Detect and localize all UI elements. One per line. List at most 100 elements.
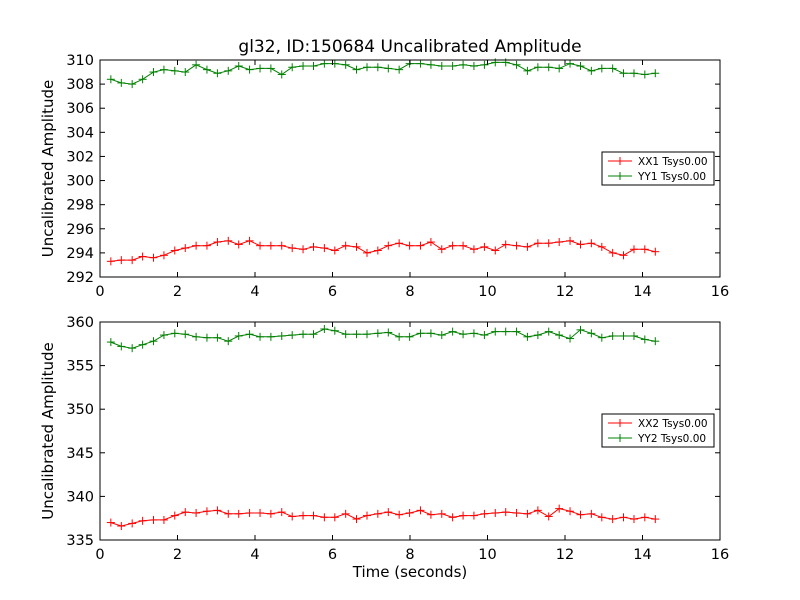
y-tick-label: 350 <box>66 402 94 418</box>
data-point <box>608 64 617 73</box>
data-point <box>437 62 446 71</box>
series-line <box>110 508 656 527</box>
data-point <box>362 248 371 257</box>
data-point <box>373 246 382 255</box>
data-point <box>192 241 201 250</box>
data-point <box>544 239 553 248</box>
data-point <box>469 245 478 254</box>
data-point <box>330 246 339 255</box>
plot-panel-2: 0 2 4 6 8 10 12 14 16 335 340 345 350 355 360 Uncalibra… <box>39 315 729 581</box>
data-point <box>395 239 404 248</box>
data-point <box>245 236 254 245</box>
data-point <box>149 337 158 346</box>
data-point <box>416 241 425 250</box>
series-2-1 <box>106 504 660 531</box>
data-point <box>491 327 500 336</box>
data-point <box>459 241 468 250</box>
data-point <box>213 333 222 342</box>
data-point <box>544 512 553 521</box>
plot-panel-1: 0 2 4 6 8 10 12 14 16 292 294 296 298 300 302 304 306 308… <box>39 37 729 300</box>
data-point <box>608 248 617 257</box>
x-tick-label: 8 <box>405 284 414 300</box>
y-tick-label: 304 <box>66 125 94 141</box>
data-point <box>128 344 137 353</box>
series-1-1 <box>106 236 660 266</box>
x-tick-label: 0 <box>95 547 104 563</box>
legend-label: YY1 Tsys0.00 <box>637 171 706 183</box>
data-point <box>651 337 660 346</box>
x-tick-label: 2 <box>173 284 182 300</box>
y-tick-label: 300 <box>66 174 94 190</box>
data-point <box>149 68 158 77</box>
data-point <box>117 256 126 265</box>
x-axis-label: Time (seconds) <box>352 563 468 581</box>
data-point <box>245 330 254 339</box>
data-point <box>234 62 243 71</box>
data-point <box>159 251 168 260</box>
data-point <box>320 513 329 522</box>
data-point <box>224 337 233 346</box>
x-tick-label: 2 <box>173 547 182 563</box>
data-point <box>224 66 233 75</box>
x-tick-label: 14 <box>633 284 651 300</box>
data-point <box>640 513 649 522</box>
legend: XX1 Tsys0.00 YY1 Tsys0.00 <box>601 151 715 186</box>
data-point <box>587 239 596 248</box>
data-point <box>309 62 318 71</box>
data-point <box>192 60 201 69</box>
data-point <box>138 340 147 349</box>
data-point <box>533 239 542 248</box>
data-point <box>437 509 446 518</box>
data-point <box>384 241 393 250</box>
series-2-2 <box>106 324 660 353</box>
data-point <box>416 329 425 338</box>
data-point <box>405 508 414 517</box>
data-point <box>512 327 521 336</box>
data-point <box>266 241 275 250</box>
data-point <box>352 242 361 251</box>
data-point <box>426 329 435 338</box>
data-point <box>448 62 457 71</box>
data-point <box>170 66 179 75</box>
data-point <box>544 63 553 72</box>
data-point <box>587 329 596 338</box>
x-tick-label: 14 <box>633 547 651 563</box>
data-point <box>341 330 350 339</box>
data-point <box>437 245 446 254</box>
y-tick-label: 296 <box>66 222 94 238</box>
data-point <box>426 60 435 69</box>
data-point <box>395 332 404 341</box>
legend-label: YY2 Tsys0.00 <box>637 433 706 445</box>
data-point <box>352 515 361 524</box>
data-point <box>181 508 190 517</box>
data-point <box>245 65 254 74</box>
y-tick-label: 355 <box>66 359 94 375</box>
data-point <box>619 513 628 522</box>
data-point <box>576 240 585 249</box>
data-point <box>512 241 521 250</box>
data-point <box>491 508 500 517</box>
data-point <box>533 63 542 72</box>
data-point <box>501 508 510 517</box>
data-point <box>234 331 243 340</box>
series-line <box>110 328 656 349</box>
data-point <box>117 342 126 351</box>
x-tick-label: 6 <box>328 284 337 300</box>
data-point <box>373 63 382 72</box>
data-point <box>384 64 393 73</box>
data-point <box>138 75 147 84</box>
data-point <box>640 70 649 79</box>
data-point <box>330 326 339 335</box>
data-point <box>341 241 350 250</box>
data-point <box>192 332 201 341</box>
data-point <box>437 331 446 340</box>
data-point <box>266 509 275 518</box>
data-point <box>288 244 297 253</box>
data-point <box>597 64 606 73</box>
data-point <box>266 64 275 73</box>
data-point <box>117 78 126 87</box>
data-point <box>213 506 222 515</box>
data-point <box>629 69 638 78</box>
data-point <box>566 236 575 245</box>
data-point <box>566 334 575 343</box>
